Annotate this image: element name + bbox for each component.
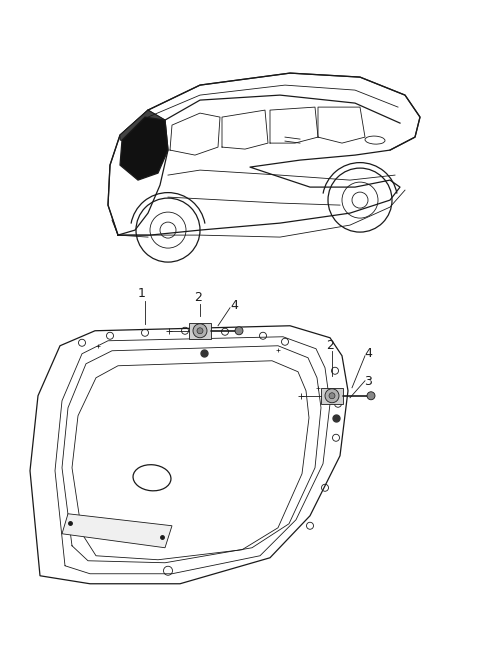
Circle shape xyxy=(325,389,339,403)
Circle shape xyxy=(329,393,335,399)
Polygon shape xyxy=(30,326,348,584)
Circle shape xyxy=(367,392,375,400)
Text: 1: 1 xyxy=(138,287,146,300)
Text: 4: 4 xyxy=(364,347,372,360)
Text: 2: 2 xyxy=(194,291,202,304)
Text: 3: 3 xyxy=(364,375,372,388)
Polygon shape xyxy=(321,388,343,403)
Circle shape xyxy=(235,327,243,335)
Text: 4: 4 xyxy=(230,299,238,312)
Polygon shape xyxy=(120,117,168,180)
Text: 2: 2 xyxy=(326,339,334,352)
Polygon shape xyxy=(120,110,165,145)
Circle shape xyxy=(197,328,203,334)
Circle shape xyxy=(193,324,207,338)
Polygon shape xyxy=(189,323,211,338)
Polygon shape xyxy=(62,514,172,548)
